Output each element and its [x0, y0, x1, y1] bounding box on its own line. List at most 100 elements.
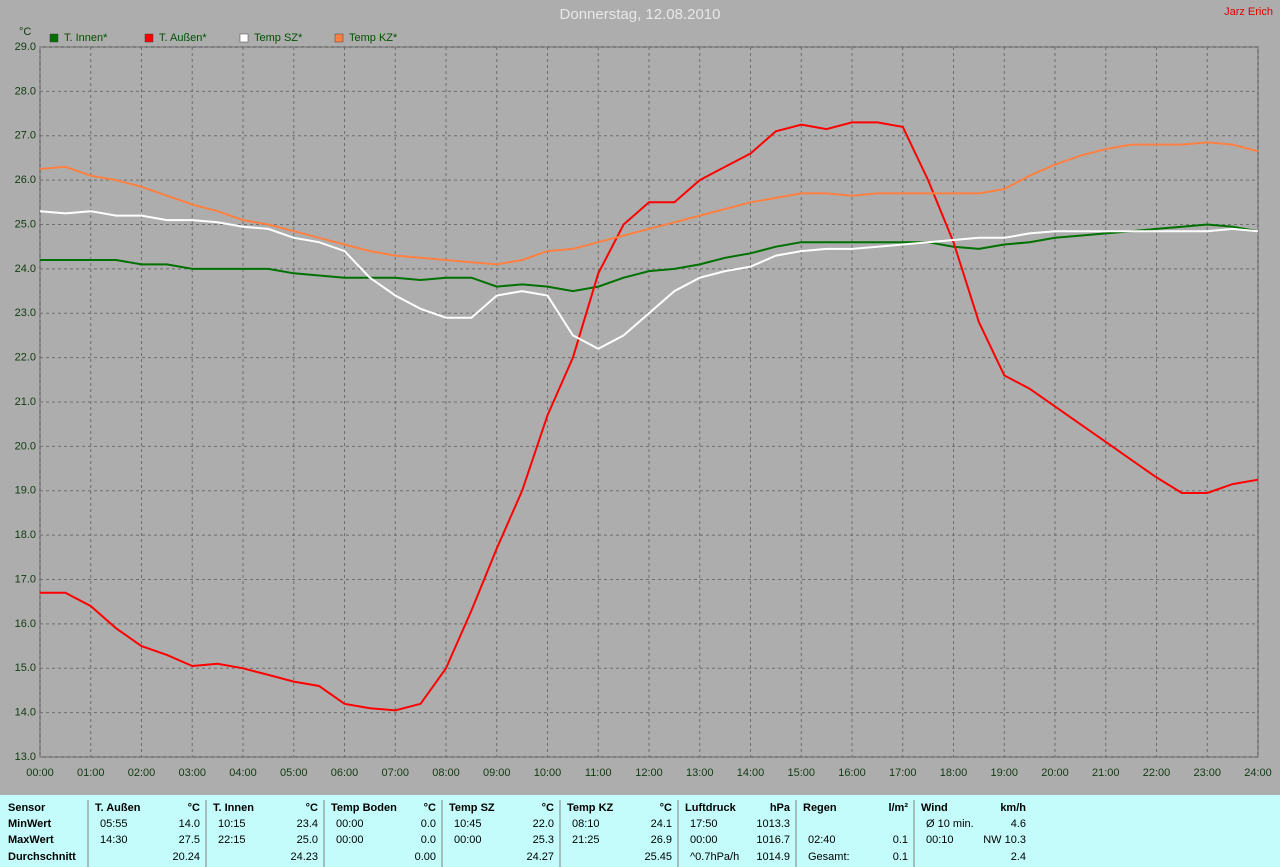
- chart-title: Donnerstag, 12.08.2010: [560, 6, 721, 23]
- cell-value: 24.1: [651, 818, 672, 830]
- x-tick-label: 05:00: [280, 767, 308, 779]
- y-tick-label: 28.0: [15, 85, 36, 97]
- cell-time: 21:25: [572, 834, 600, 846]
- x-tick-label: 14:00: [737, 767, 765, 779]
- legend-label: T. Innen*: [64, 32, 108, 44]
- legend-swatch: [239, 33, 249, 43]
- x-tick-label: 16:00: [838, 767, 866, 779]
- x-tick-label: 07:00: [381, 767, 409, 779]
- y-tick-label: 26.0: [15, 174, 36, 186]
- y-tick-label: 27.0: [15, 130, 36, 142]
- author: Jarz Erich: [1224, 6, 1273, 18]
- column-header: Luftdruck: [685, 802, 737, 814]
- series-line: [40, 223, 1259, 293]
- column-unit: °C: [660, 802, 672, 814]
- column-header: Wind: [921, 802, 948, 814]
- legend-label: Temp KZ*: [349, 32, 398, 44]
- column-header: Temp SZ: [449, 802, 495, 814]
- table-background: [0, 795, 1280, 867]
- y-tick-label: 20.0: [15, 440, 36, 452]
- x-tick-label: 19:00: [990, 767, 1018, 779]
- cell-value: 1014.9: [756, 851, 790, 863]
- y-tick-label: 25.0: [15, 218, 36, 230]
- table-header: Sensor: [8, 802, 46, 814]
- cell-value: 4.6: [1011, 818, 1026, 830]
- column-unit: hPa: [770, 802, 791, 814]
- y-tick-label: 23.0: [15, 307, 36, 319]
- cell-value: 0.1: [893, 851, 908, 863]
- cell-value: 1013.3: [756, 818, 790, 830]
- cell-time: Gesamt:: [808, 851, 850, 863]
- cell-value: NW 10.3: [983, 834, 1026, 846]
- cell-value: 0.0: [421, 818, 436, 830]
- cell-value: 20.24: [172, 851, 200, 863]
- cell-value: 24.27: [526, 851, 554, 863]
- row-label: MaxWert: [8, 834, 54, 846]
- cell-value: 24.23: [290, 851, 318, 863]
- y-tick-label: 14.0: [15, 707, 36, 719]
- cell-value: 25.3: [533, 834, 554, 846]
- y-tick-label: 19.0: [15, 485, 36, 497]
- row-label: MinWert: [8, 818, 52, 830]
- x-tick-label: 03:00: [178, 767, 206, 779]
- column-unit: °C: [306, 802, 318, 814]
- cell-value: 1016.7: [756, 834, 790, 846]
- cell-time: 02:40: [808, 834, 836, 846]
- y-tick-label: 22.0: [15, 352, 36, 364]
- x-tick-label: 18:00: [940, 767, 968, 779]
- x-tick-label: 12:00: [635, 767, 663, 779]
- y-tick-label: 13.0: [15, 751, 36, 763]
- cell-value: 0.1: [893, 834, 908, 846]
- column-unit: °C: [188, 802, 200, 814]
- y-tick-label: 15.0: [15, 662, 36, 674]
- cell-value: 22.0: [533, 818, 554, 830]
- cell-value: 23.4: [297, 818, 318, 830]
- series-line: [39, 141, 1259, 266]
- x-tick-label: 23:00: [1193, 767, 1221, 779]
- cell-value: 0.0: [421, 834, 436, 846]
- legend-swatch: [334, 33, 344, 43]
- x-tick-label: 15:00: [787, 767, 815, 779]
- cell-value: 14.0: [179, 818, 200, 830]
- cell-time: 00:00: [336, 834, 364, 846]
- x-tick-label: 08:00: [432, 767, 460, 779]
- x-tick-label: 00:00: [26, 767, 54, 779]
- x-tick-label: 10:00: [534, 767, 562, 779]
- cell-value: 25.45: [644, 851, 672, 863]
- cell-time: 00:00: [454, 834, 482, 846]
- x-tick-label: 01:00: [77, 767, 105, 779]
- x-tick-label: 17:00: [889, 767, 917, 779]
- column-header: Temp Boden: [331, 802, 397, 814]
- x-tick-label: 11:00: [585, 767, 612, 779]
- x-tick-label: 20:00: [1041, 767, 1069, 779]
- cell-value: 2.4: [1011, 851, 1026, 863]
- cell-time: 08:10: [572, 818, 600, 830]
- series-line: [39, 210, 1259, 350]
- legend-label: T. Außen*: [159, 32, 207, 44]
- cell-value: 25.0: [297, 834, 318, 846]
- cell-value: 0.00: [415, 851, 436, 863]
- cell-value: 27.5: [179, 834, 200, 846]
- legend-label: Temp SZ*: [254, 32, 303, 44]
- column-unit: °C: [424, 802, 436, 814]
- x-tick-label: 04:00: [229, 767, 257, 779]
- cell-time: 22:15: [218, 834, 246, 846]
- series-line: [40, 121, 1259, 712]
- cell-time: ^0.7hPa/h: [690, 851, 739, 863]
- cell-time: 00:00: [690, 834, 718, 846]
- column-unit: l/m²: [888, 802, 908, 814]
- cell-time: 10:15: [218, 818, 246, 830]
- cell-time: 00:10: [926, 834, 954, 846]
- column-header: T. Außen: [95, 802, 141, 814]
- x-tick-label: 02:00: [128, 767, 156, 779]
- legend-swatch: [49, 33, 59, 43]
- cell-time: 14:30: [100, 834, 128, 846]
- cell-time: 00:00: [336, 818, 364, 830]
- y-tick-label: 17.0: [15, 573, 36, 585]
- x-tick-label: 21:00: [1092, 767, 1120, 779]
- column-unit: km/h: [1000, 802, 1026, 814]
- y-tick-label: 29.0: [15, 41, 36, 53]
- x-tick-label: 06:00: [331, 767, 359, 779]
